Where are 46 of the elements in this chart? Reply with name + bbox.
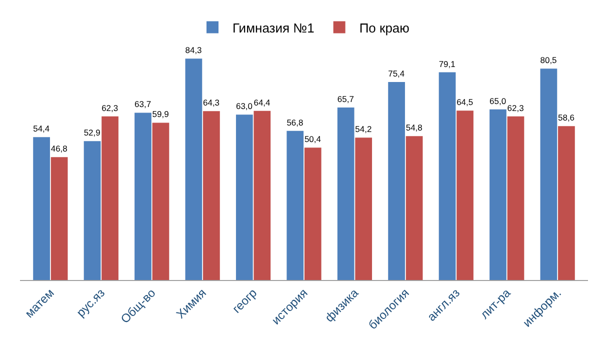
bar bbox=[185, 58, 202, 280]
data-label: 84,3 bbox=[185, 45, 202, 56]
bar bbox=[490, 109, 506, 280]
bar bbox=[84, 141, 101, 280]
legend-label: По краю bbox=[359, 20, 410, 36]
bar bbox=[50, 157, 68, 280]
bar bbox=[236, 114, 253, 280]
bar bbox=[152, 122, 170, 280]
data-label: 54,8 bbox=[406, 122, 423, 133]
bar bbox=[388, 82, 405, 280]
bar bbox=[355, 138, 372, 280]
bar bbox=[102, 116, 118, 280]
data-label: 62,3 bbox=[102, 102, 118, 113]
data-label: 54,2 bbox=[355, 124, 372, 134]
bar bbox=[337, 107, 354, 280]
data-label: 54,4 bbox=[33, 124, 50, 134]
bar bbox=[134, 112, 152, 280]
bar bbox=[406, 136, 423, 280]
data-label: 50,4 bbox=[304, 134, 322, 144]
bar bbox=[33, 137, 50, 280]
bar bbox=[507, 116, 524, 280]
data-label: 79,1 bbox=[438, 58, 456, 69]
data-label: 65,0 bbox=[490, 96, 506, 106]
data-label: 63,7 bbox=[134, 99, 152, 110]
bar bbox=[254, 110, 271, 280]
data-label: 62,3 bbox=[507, 102, 524, 113]
legend-label: Гимназия №1 bbox=[232, 20, 314, 36]
data-label: 75,4 bbox=[388, 68, 405, 78]
bar bbox=[540, 68, 558, 280]
data-label: 64,5 bbox=[456, 97, 474, 108]
data-label: 56,8 bbox=[286, 117, 304, 128]
data-label: 80,5 bbox=[540, 55, 558, 66]
data-label: 52,9 bbox=[84, 128, 101, 138]
bar bbox=[438, 72, 456, 280]
data-label: 64,4 bbox=[254, 97, 271, 108]
bar bbox=[558, 126, 575, 280]
data-label: 59,9 bbox=[152, 109, 170, 120]
data-label: 58,6 bbox=[558, 112, 575, 123]
bar bbox=[304, 148, 322, 280]
data-label: 46,8 bbox=[50, 144, 68, 154]
bar bbox=[203, 111, 220, 280]
data-label: 63,0 bbox=[236, 101, 253, 112]
bar bbox=[286, 130, 304, 280]
data-label: 64,3 bbox=[203, 98, 220, 108]
bar bbox=[456, 110, 474, 280]
data-label: 65,7 bbox=[337, 94, 354, 104]
